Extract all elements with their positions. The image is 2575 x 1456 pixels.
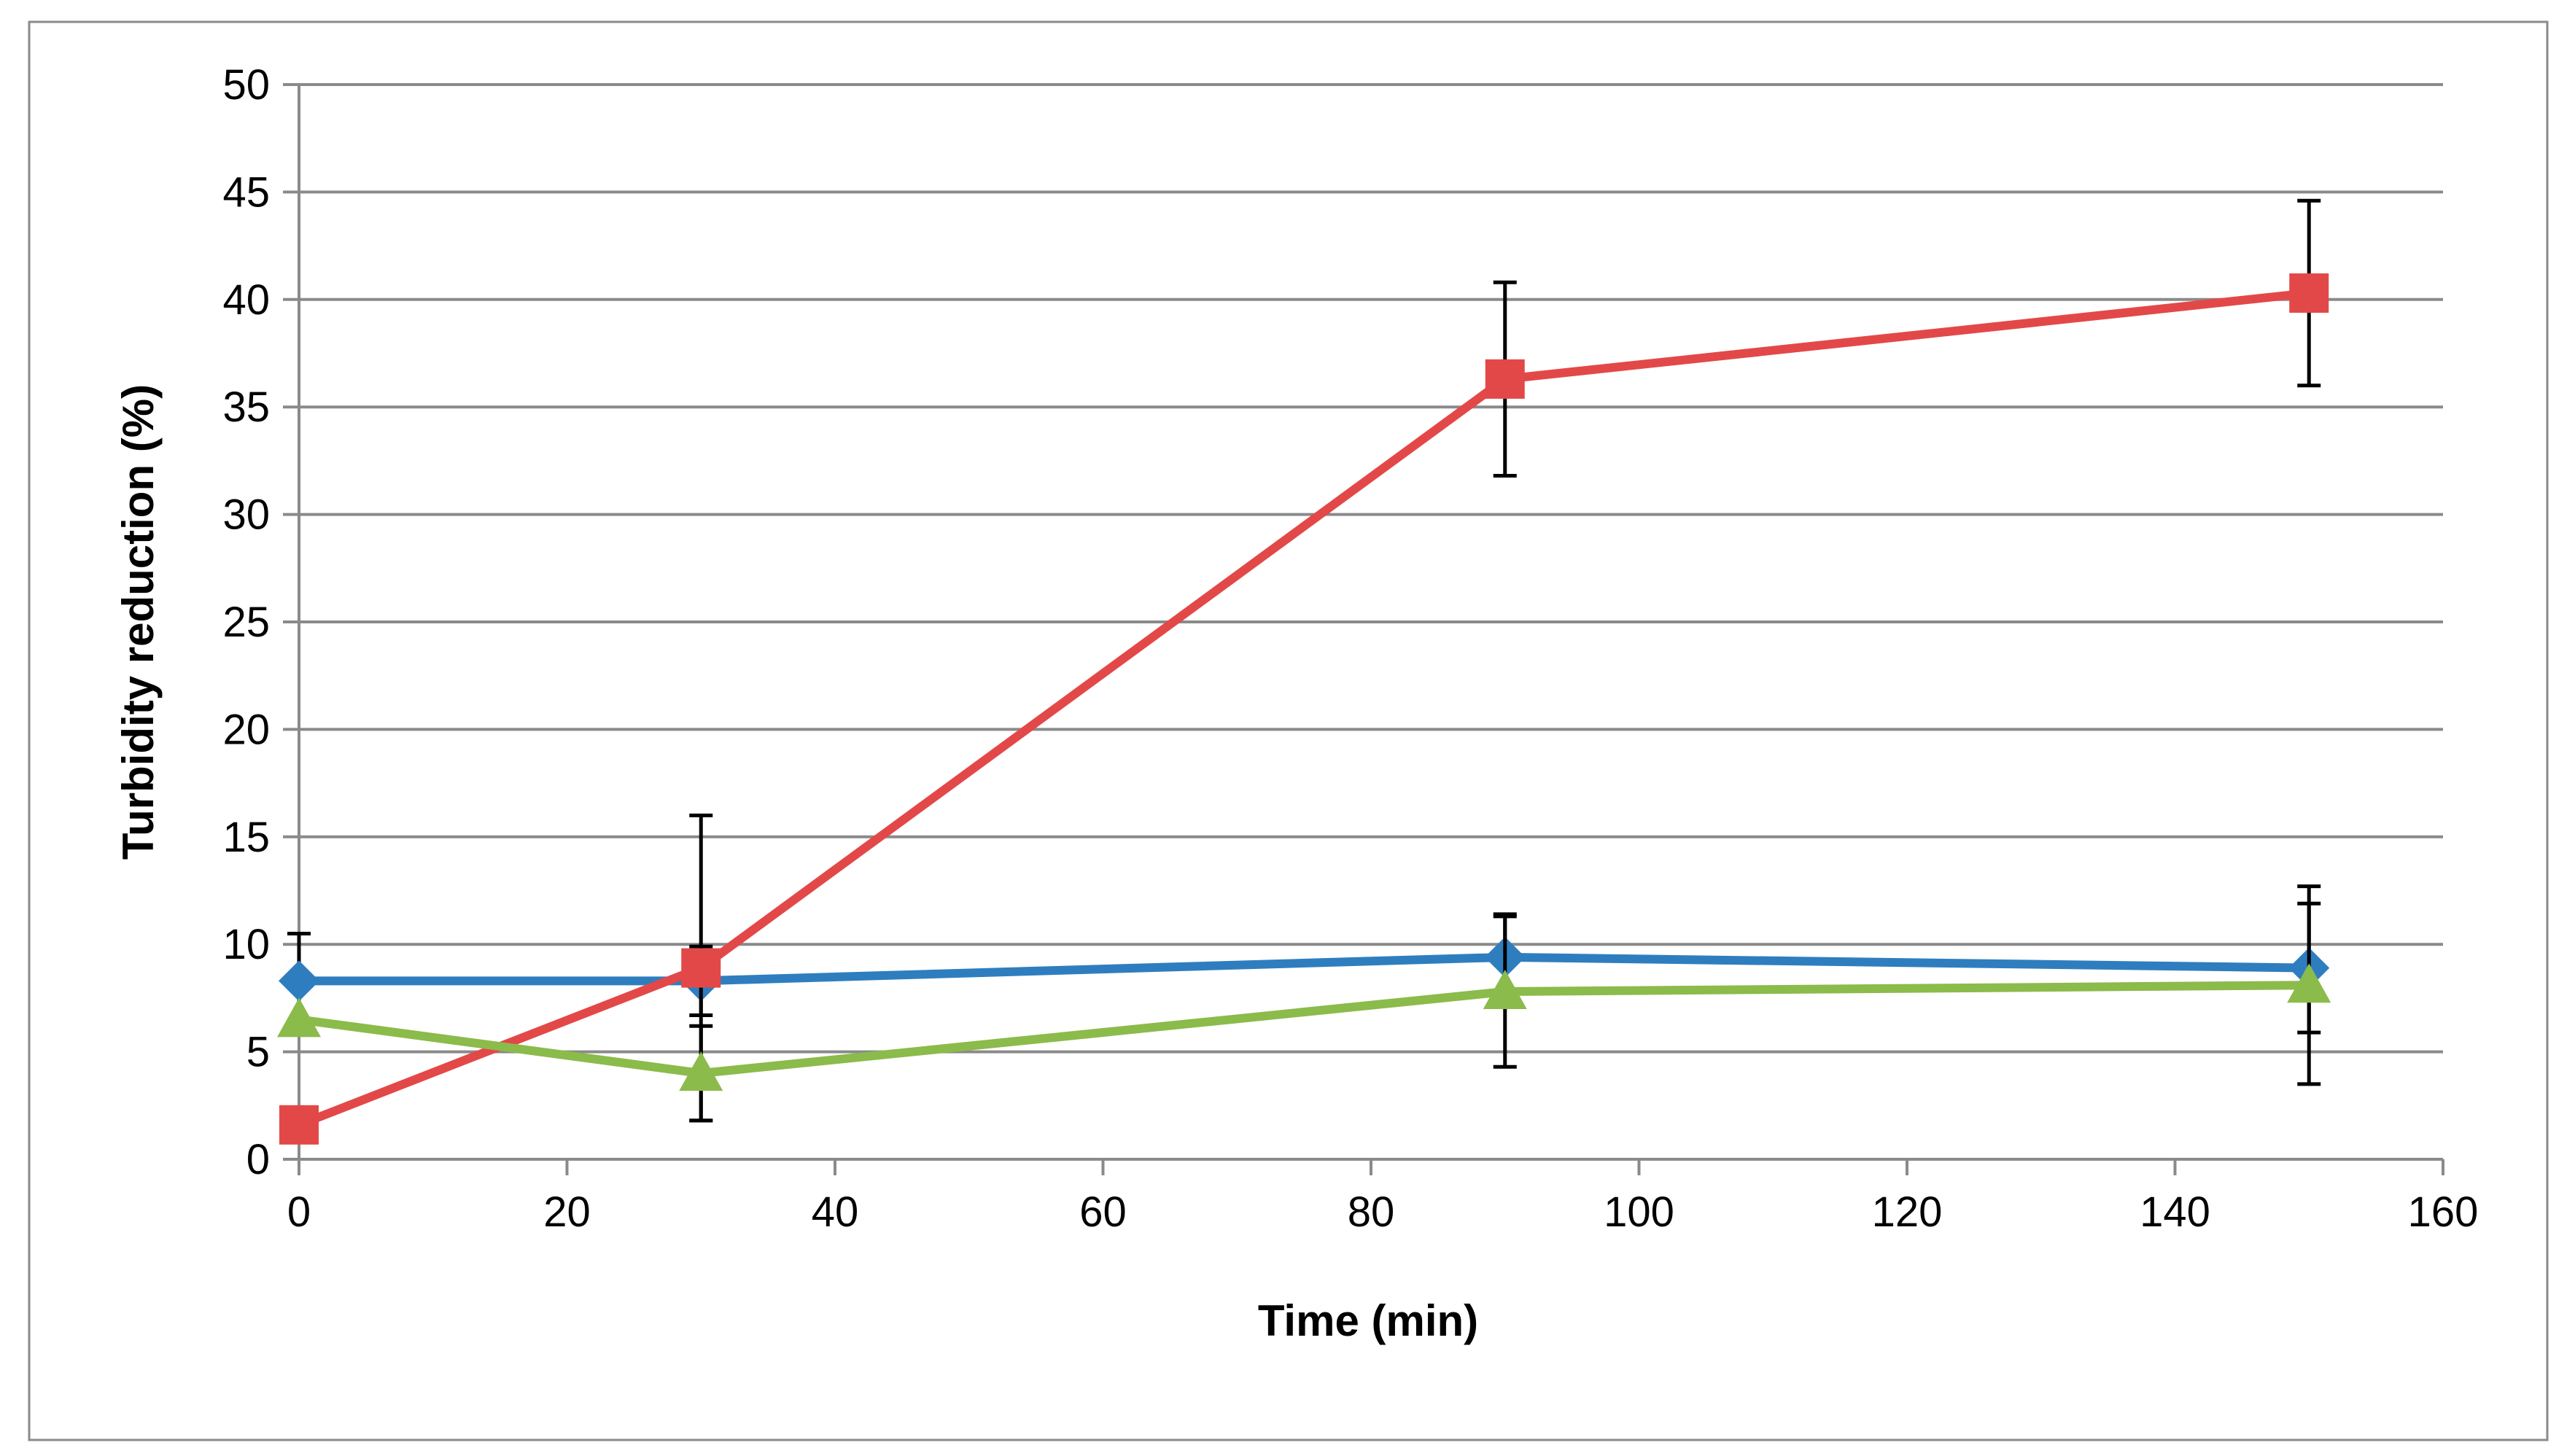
series <box>277 198 2331 1145</box>
y-tick-label: 30 <box>222 491 270 539</box>
x-tick-label: 20 <box>543 1188 591 1236</box>
data-point-triangle <box>277 997 321 1038</box>
data-point-triangle <box>1483 970 1527 1010</box>
y-tick-label: 35 <box>222 384 270 431</box>
x-tick-label: 40 <box>812 1188 859 1236</box>
y-tick-label: 5 <box>246 1029 270 1076</box>
data-point-square <box>279 1105 319 1145</box>
y-axis-title: Turbidity reduction (%) <box>114 384 163 860</box>
y-tick-label: 20 <box>222 706 270 753</box>
data-point-triangle <box>2287 963 2331 1003</box>
y-tick-label: 45 <box>222 168 270 216</box>
y-tick-label: 50 <box>222 61 270 109</box>
y-tick-label: 15 <box>222 814 270 861</box>
series-triangle <box>277 884 2331 1123</box>
x-tick-label: 120 <box>1872 1188 1943 1236</box>
gridlines <box>299 83 2443 1054</box>
y-tick-label: 40 <box>222 276 270 324</box>
data-point-square <box>2289 273 2329 313</box>
x-tick-label: 160 <box>2408 1188 2479 1236</box>
data-point-square <box>1485 359 1525 399</box>
data-point-diamond <box>279 960 319 1002</box>
series-line <box>295 981 2314 1078</box>
data-point-square <box>681 948 721 988</box>
x-tick-label: 0 <box>287 1188 311 1236</box>
data-point-triangle <box>679 1051 723 1091</box>
series-line <box>295 952 2314 986</box>
y-tick-label: 10 <box>222 921 270 968</box>
x-axis-title: Time (min) <box>1258 1296 1478 1345</box>
x-tick-label: 100 <box>1604 1188 1674 1236</box>
x-tick-label: 80 <box>1348 1188 1395 1236</box>
x-tick-label: 140 <box>2140 1188 2210 1236</box>
x-tick-label: 60 <box>1079 1188 1127 1236</box>
y-tick-label: 0 <box>246 1136 270 1183</box>
chart-border <box>28 20 2549 1441</box>
axes: 0 5 10 15 20 25 30 35 40 45 50 0 20 40 60 80 100 120 140 16… <box>222 61 2478 1236</box>
y-tick-label: 25 <box>222 599 270 646</box>
